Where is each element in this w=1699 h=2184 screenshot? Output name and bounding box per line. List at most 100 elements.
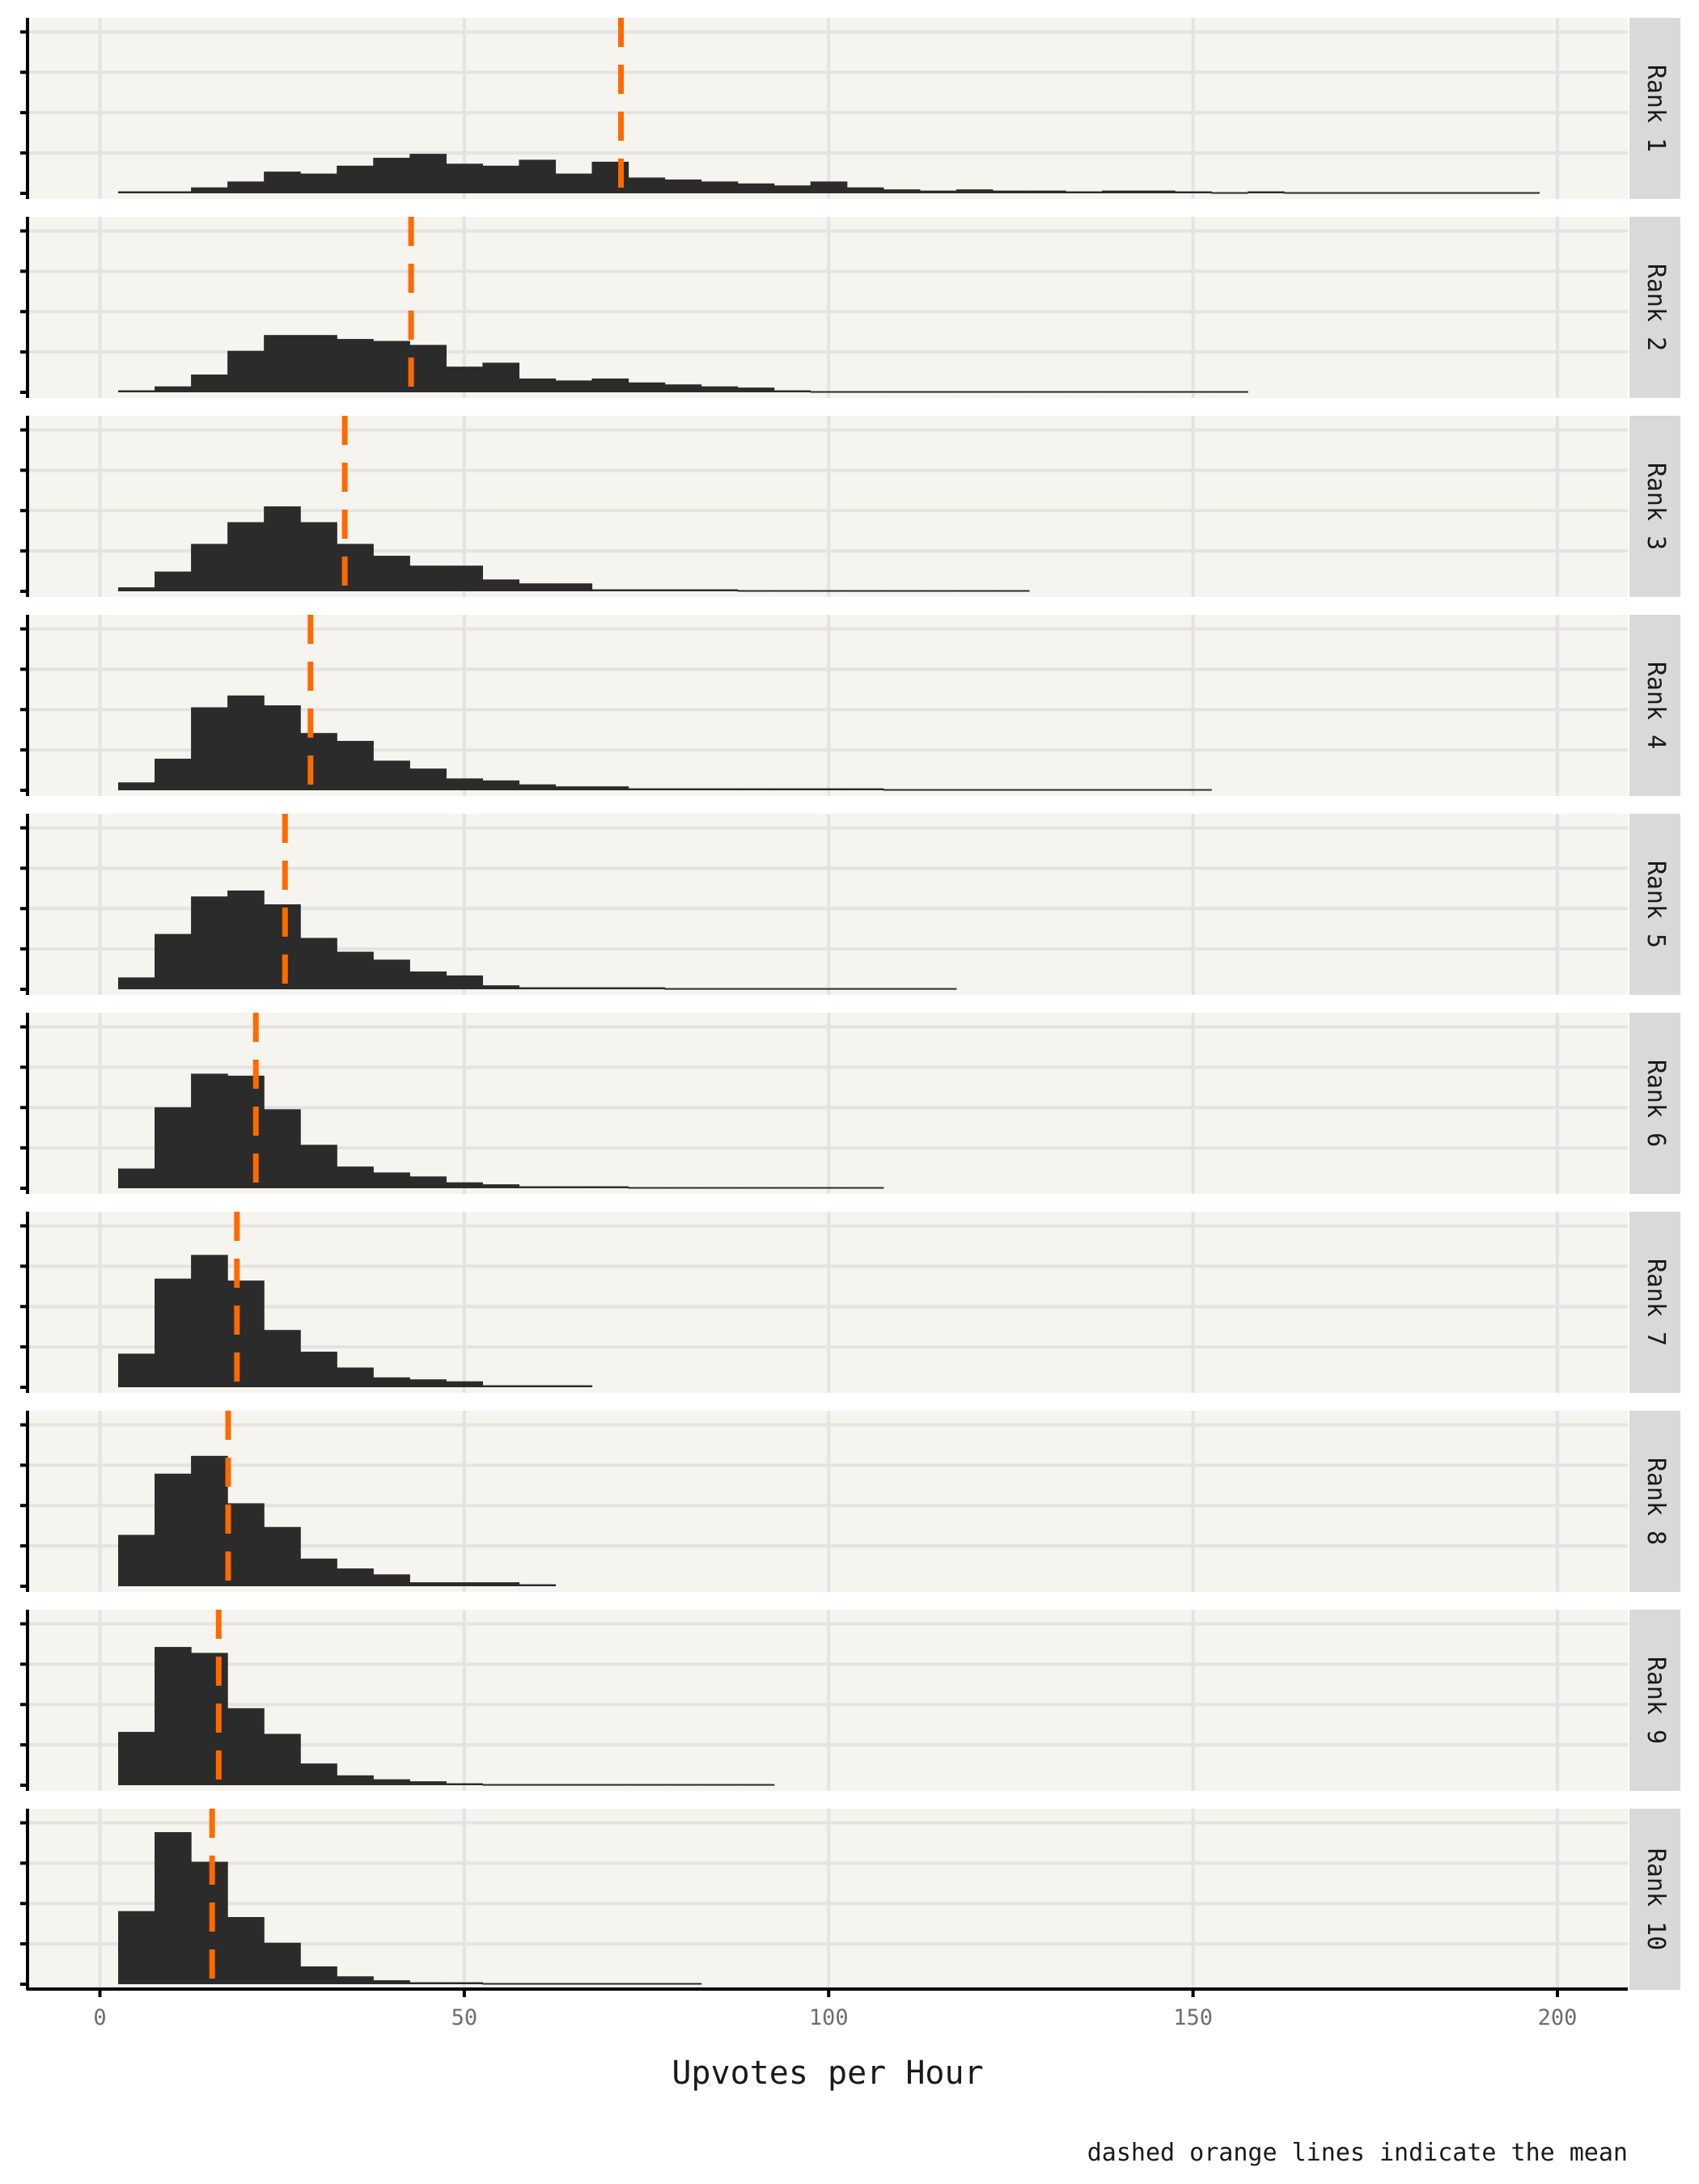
- histogram-bar: [1102, 789, 1139, 791]
- histogram-bar: [300, 1763, 337, 1785]
- histogram-bar: [555, 173, 593, 193]
- histogram-bar: [591, 987, 629, 989]
- histogram-bar: [737, 1784, 775, 1786]
- histogram-bar: [1028, 789, 1066, 791]
- histogram-bar: [118, 390, 155, 392]
- histogram-bar: [955, 590, 994, 592]
- facet-strip-label: Rank 1: [1642, 65, 1670, 152]
- histogram-bar: [482, 579, 520, 591]
- histogram-bar: [482, 1784, 520, 1786]
- histogram-bar: [555, 583, 593, 591]
- facet-panel: Rank 10: [20, 1809, 1680, 1990]
- x-tick-label: 0: [93, 2005, 106, 2030]
- facet-strip: [1629, 1411, 1680, 1592]
- histogram-bar: [191, 187, 228, 193]
- histogram-bar: [664, 384, 702, 392]
- histogram-bar: [628, 177, 666, 193]
- histogram-bar: [664, 788, 702, 790]
- histogram-bar: [519, 159, 557, 193]
- histogram-bar: [191, 1653, 228, 1785]
- histogram-bar: [883, 391, 921, 393]
- histogram-bar: [337, 339, 374, 392]
- histogram-bar: [191, 707, 228, 790]
- histogram-bar: [846, 788, 884, 790]
- histogram-bar: [555, 1385, 593, 1387]
- histogram-bar: [300, 938, 337, 989]
- histogram-bar: [591, 378, 629, 392]
- histogram-bar: [810, 590, 848, 592]
- histogram-bar: [482, 362, 520, 392]
- histogram-bar: [846, 1187, 884, 1189]
- histogram-bar: [519, 784, 557, 790]
- histogram-bar: [519, 1784, 557, 1786]
- histogram-bar: [264, 1942, 301, 1984]
- histogram-bar: [300, 1558, 337, 1586]
- histogram-bar: [373, 341, 410, 392]
- histogram-bar: [446, 1783, 483, 1785]
- histogram-bar: [519, 987, 557, 989]
- facet-strip: [1629, 1809, 1680, 1990]
- facet-strip-label: Rank 9: [1642, 1657, 1670, 1744]
- facet-strip-label: Rank 2: [1642, 264, 1670, 351]
- facet-panel: Rank 1: [20, 18, 1680, 199]
- histogram-bar: [227, 522, 265, 591]
- histogram-bar: [300, 1966, 337, 1984]
- histogram-bar: [409, 1982, 447, 1984]
- chart-caption: dashed orange lines indicate the mean: [1087, 2139, 1628, 2167]
- histogram-bar: [446, 1182, 483, 1188]
- histogram-bar: [337, 1976, 374, 1984]
- facet-panel: Rank 2: [20, 217, 1680, 398]
- histogram-bar: [591, 1784, 629, 1786]
- facet-strip-label: Rank 7: [1642, 1259, 1670, 1346]
- histogram-bar: [482, 1582, 520, 1586]
- histogram-bar: [628, 987, 666, 989]
- histogram-bar: [155, 1473, 192, 1586]
- histogram-bar: [846, 391, 884, 393]
- histogram-bar: [628, 1187, 666, 1189]
- histogram-bar: [1138, 190, 1176, 193]
- histogram-bar: [337, 740, 374, 790]
- histogram-bar: [591, 1186, 629, 1188]
- histogram-bar: [992, 590, 1030, 592]
- facet-panel: Rank 5: [20, 814, 1680, 995]
- histogram-bar: [227, 695, 265, 790]
- histogram-bar: [373, 1574, 410, 1586]
- facet-strip-label: Rank 4: [1642, 662, 1670, 749]
- histogram-bar: [883, 789, 921, 791]
- histogram-bar: [409, 345, 447, 392]
- histogram-bar: [591, 1983, 629, 1985]
- facet-strip-label: Rank 10: [1642, 1848, 1670, 1950]
- histogram-bar: [482, 780, 520, 790]
- histogram-bar: [409, 565, 447, 591]
- facet-strip: [1629, 1610, 1680, 1791]
- histogram-bar: [118, 1353, 155, 1387]
- histogram-bar: [337, 1775, 374, 1785]
- histogram-bar: [337, 1166, 374, 1188]
- histogram-bar: [373, 1980, 410, 1984]
- histogram-bar: [773, 390, 811, 392]
- histogram-bar: [1065, 391, 1103, 393]
- histogram-bar: [118, 191, 155, 193]
- histogram-bar: [227, 350, 265, 392]
- facet-panel: Rank 3: [20, 416, 1680, 597]
- histogram-bar: [191, 375, 228, 392]
- facet-strip: [1629, 1013, 1680, 1194]
- histogram-bar: [1065, 191, 1103, 193]
- histogram-bar: [191, 1073, 228, 1188]
- histogram-bar: [773, 185, 811, 193]
- histogram-bar: [118, 782, 155, 790]
- histogram-bar: [519, 583, 557, 591]
- histogram-bar: [628, 1784, 666, 1786]
- facet-panel: Rank 9: [20, 1610, 1680, 1791]
- histogram-bar: [955, 391, 994, 393]
- histogram-bar: [701, 1187, 739, 1189]
- histogram-bar: [337, 1568, 374, 1586]
- histogram-bar: [300, 1145, 337, 1188]
- histogram-bar: [919, 590, 957, 592]
- histogram-bar: [300, 173, 337, 193]
- histogram-bar: [191, 544, 228, 591]
- histogram-bar: [773, 590, 811, 592]
- facet-panels: Rank 1 Rank 2 Rank 3 Rank 4 Rank 5 Rank 6 Rank…: [20, 18, 1680, 1990]
- histogram-bar: [373, 158, 410, 193]
